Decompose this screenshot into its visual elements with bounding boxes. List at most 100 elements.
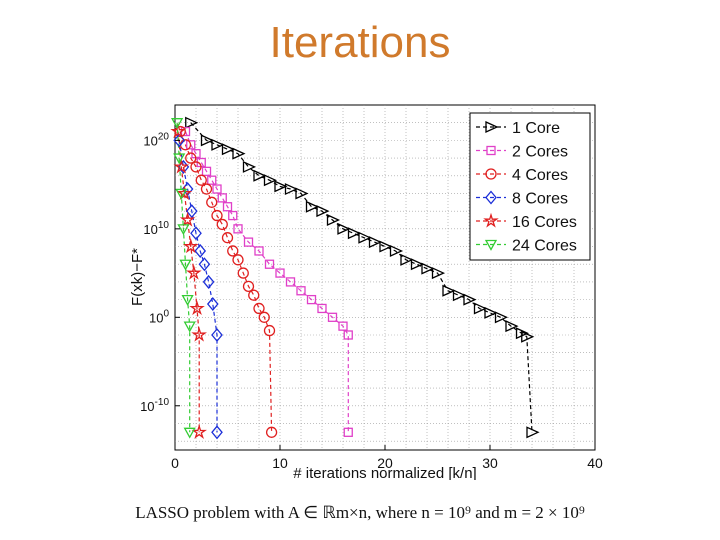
slide-title: Iterations <box>269 18 451 67</box>
y-axis-ticks: 10-10 100 1010 1020 <box>140 131 180 414</box>
data-point-2-cores <box>327 312 338 322</box>
data-point-1-core <box>442 284 456 297</box>
data-point-4-cores <box>200 183 213 195</box>
data-point-8-cores <box>194 243 207 258</box>
data-point-1-core <box>431 267 446 280</box>
series-line-16-cores <box>177 131 200 433</box>
data-point-24-cores <box>181 294 194 306</box>
slide-caption: LASSO problem with A ∈ ℝm×n, where n = 1… <box>135 503 585 522</box>
data-point-24-cores <box>183 427 196 439</box>
data-point-24-cores <box>175 188 188 200</box>
data-point-1-core <box>521 330 535 343</box>
data-point-4-cores <box>253 302 265 315</box>
data-point-16-cores <box>179 211 196 227</box>
legend-label-16-cores: 16 Cores <box>512 214 577 231</box>
data-point-1-core <box>473 302 488 315</box>
data-point-1-core <box>295 187 309 200</box>
series-line-8-cores <box>178 140 218 433</box>
data-point-1-core <box>263 174 278 187</box>
data-point-2-cores <box>343 427 353 437</box>
x-axis-label: # iterations normalized [k/n] <box>293 465 476 480</box>
data-point-2-cores <box>317 303 327 314</box>
y-tick-label: 1020 <box>143 131 169 148</box>
data-point-8-cores <box>185 204 198 219</box>
legend-label-8-cores: 8 Cores <box>512 191 568 208</box>
data-point-1-core <box>410 258 425 271</box>
x-tick-label: 10 <box>272 455 288 471</box>
data-point-8-cores <box>173 133 186 148</box>
data-point-4-cores <box>185 152 197 164</box>
data-point-1-core <box>484 306 498 319</box>
data-point-2-cores <box>201 166 212 176</box>
legend-label-1-core: 1 Core <box>512 120 560 137</box>
data-point-16-cores <box>182 238 199 254</box>
data-point-2-cores <box>243 237 254 247</box>
data-point-16-cores <box>170 123 186 139</box>
data-point-1-core <box>274 180 288 193</box>
data-point-1-core <box>316 205 330 218</box>
data-point-1-core <box>379 240 393 253</box>
data-point-1-core <box>347 227 362 240</box>
data-point-1-core <box>284 183 299 196</box>
data-point-1-core <box>400 253 414 266</box>
data-point-1-core <box>337 222 351 235</box>
data-point-16-cores <box>191 326 207 342</box>
data-point-2-cores <box>207 175 217 185</box>
data-point-4-cores <box>263 324 276 337</box>
data-point-24-cores <box>170 118 184 130</box>
data-point-1-core <box>200 134 215 147</box>
data-point-1-core <box>389 244 404 257</box>
data-point-1-core <box>253 169 267 182</box>
legend-marker-24-cores <box>484 239 498 251</box>
data-point-24-cores <box>179 259 192 271</box>
data-point-2-cores <box>254 246 264 256</box>
data-point-4-cores <box>190 161 202 173</box>
y-tick-label: 10-10 <box>140 397 169 414</box>
data-point-1-core <box>358 231 372 244</box>
data-point-2-cores <box>264 259 275 269</box>
data-point-8-cores <box>211 327 223 343</box>
data-point-4-cores <box>206 196 218 208</box>
data-point-1-core <box>505 320 519 333</box>
data-point-2-cores <box>186 140 196 150</box>
legend-label-2-cores: 2 Cores <box>512 144 568 161</box>
data-point-1-core <box>368 236 383 249</box>
data-point-4-cores <box>237 267 249 279</box>
data-point-2-cores <box>306 294 317 305</box>
data-point-1-core <box>421 262 435 275</box>
data-point-24-cores <box>183 321 196 333</box>
data-point-24-cores <box>177 224 190 236</box>
data-point-2-cores <box>222 202 233 212</box>
data-point-16-cores <box>186 264 202 280</box>
data-point-2-cores <box>343 330 353 340</box>
y-axis-label: F(xk)−F* <box>129 248 146 306</box>
x-tick-label: 0 <box>171 455 179 471</box>
data-point-1-core <box>242 160 257 173</box>
data-point-16-cores <box>191 424 207 439</box>
data-point-8-cores <box>211 425 223 440</box>
legend: 1 Core 2 Cores 4 Cores 8 Cores 16 Cores 24 Co… <box>469 112 591 261</box>
data-point-2-cores <box>275 268 285 278</box>
data-point-4-cores <box>258 311 270 323</box>
data-point-8-cores <box>206 297 219 312</box>
data-point-2-cores <box>338 321 348 331</box>
x-tick-label: 30 <box>482 455 498 471</box>
data-point-16-cores <box>173 158 190 174</box>
data-point-1-core <box>326 213 341 227</box>
data-point-4-cores <box>242 280 255 292</box>
data-point-2-cores <box>217 193 227 203</box>
data-point-2-cores <box>296 286 306 296</box>
data-point-1-core <box>185 116 199 129</box>
data-point-1-core <box>232 147 246 160</box>
data-point-4-cores <box>195 174 207 186</box>
legend-label-4-cores: 4 Cores <box>512 167 568 184</box>
data-point-2-cores <box>233 224 243 234</box>
series-line-4-cores <box>179 131 273 433</box>
data-point-16-cores <box>176 185 193 201</box>
legend-marker-2-cores <box>486 145 496 156</box>
y-tick-label: 1010 <box>143 220 169 237</box>
data-point-1-core <box>305 200 320 213</box>
data-point-4-cores <box>216 218 228 231</box>
legend-box <box>469 112 591 261</box>
